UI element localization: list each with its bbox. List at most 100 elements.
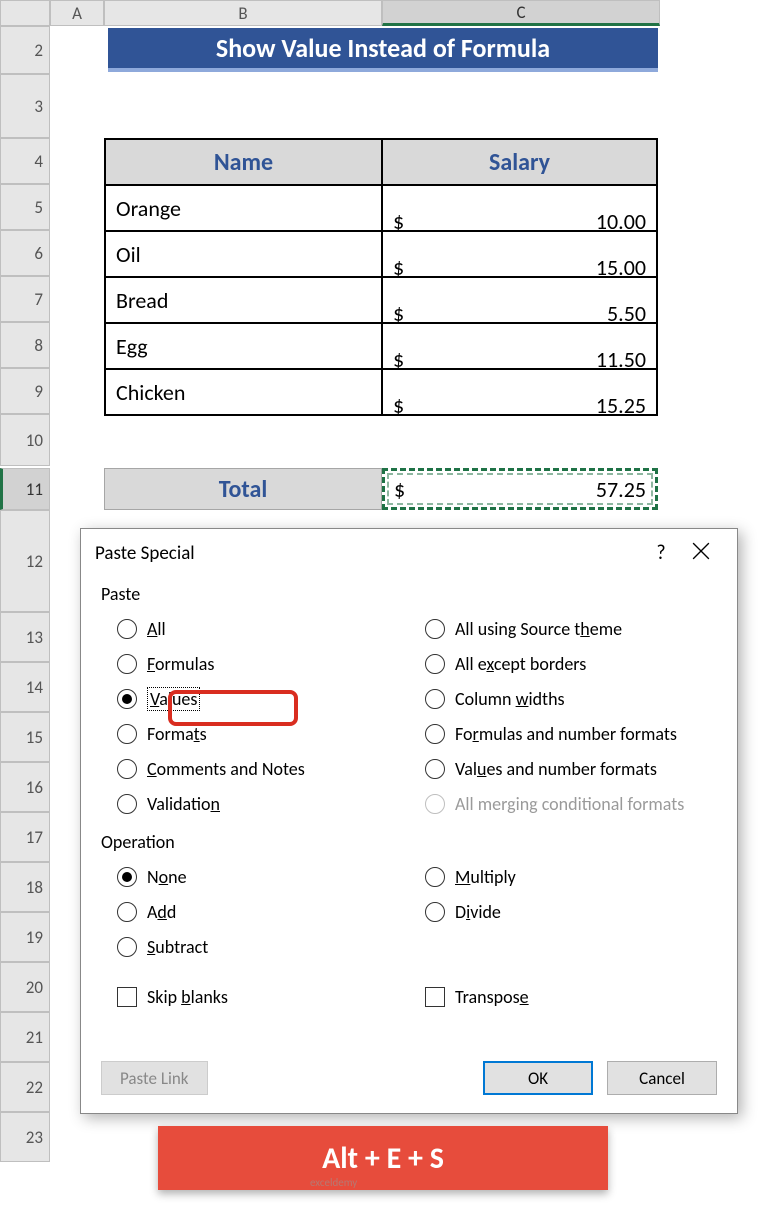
checkbox-icon	[425, 987, 445, 1007]
radio-label: Comments and Notes	[147, 758, 305, 780]
total-row: Total $ 57.25	[104, 468, 658, 510]
row-header[interactable]: 18	[0, 862, 50, 912]
cell-name[interactable]: Chicken	[105, 369, 382, 415]
dialog-titlebar[interactable]: Paste Special ?	[81, 529, 737, 577]
radio-icon	[425, 654, 445, 674]
radio-option[interactable]: Values	[101, 681, 409, 716]
operation-options-left: None AddSubtract	[101, 859, 409, 964]
radio-icon	[117, 902, 137, 922]
row-header[interactable]: 19	[0, 912, 50, 962]
col-header-c-selected[interactable]: C	[382, 0, 660, 26]
radio-icon	[425, 867, 445, 887]
cell-salary[interactable]: $15.25	[382, 369, 657, 415]
cell-salary[interactable]: $10.00	[382, 185, 657, 231]
operation-group-label: Operation	[101, 831, 717, 853]
title-banner: Show Value Instead of Formula	[108, 28, 658, 72]
paste-link-button[interactable]: Paste Link	[101, 1061, 208, 1095]
radio-icon	[425, 759, 445, 779]
row-header[interactable]: 5	[0, 184, 50, 230]
radio-label: Divide	[455, 901, 501, 923]
row-header[interactable]: 23	[0, 1112, 50, 1162]
cell-name[interactable]: Oil	[105, 231, 382, 277]
operation-options-right: Multiply Divide	[409, 859, 717, 964]
row-header[interactable]: 13	[0, 612, 50, 662]
radio-label: Formulas	[147, 653, 214, 675]
row-header[interactable]: 4	[0, 138, 50, 184]
checkbox-icon	[117, 987, 137, 1007]
cell-name[interactable]: Bread	[105, 277, 382, 323]
radio-option[interactable]: Values and number formats	[409, 751, 717, 786]
row-header[interactable]: 20	[0, 962, 50, 1012]
row-header[interactable]: 8	[0, 322, 50, 368]
radio-label: All except borders	[455, 653, 586, 675]
radio-icon	[117, 654, 137, 674]
radio-label: Multiply	[455, 866, 516, 888]
row-headers: 2 3 4 5 6 7 8 9 10	[0, 26, 50, 466]
radio-option[interactable]: Comments and Notes	[101, 751, 409, 786]
radio-icon	[425, 619, 445, 639]
radio-label: All using Source theme	[455, 618, 622, 640]
total-label[interactable]: Total	[104, 468, 382, 510]
radio-label: Values and number formats	[455, 758, 657, 780]
row-header[interactable]: 12	[0, 510, 50, 612]
row-header[interactable]: 14	[0, 662, 50, 712]
radio-option[interactable]: Multiply	[409, 859, 717, 894]
row-header[interactable]: 6	[0, 230, 50, 276]
paste-group-label: Paste	[101, 583, 717, 605]
header-name[interactable]: Name	[105, 139, 382, 185]
radio-option[interactable]: Formulas	[101, 646, 409, 681]
radio-label: None	[147, 866, 187, 888]
cell-salary[interactable]: $11.50	[382, 323, 657, 369]
cell-name[interactable]: Orange	[105, 185, 382, 231]
radio-option[interactable]: Formats	[101, 716, 409, 751]
keyboard-shortcut-banner: Alt + E + S	[158, 1126, 608, 1190]
cell-salary[interactable]: $15.00	[382, 231, 657, 277]
radio-icon	[117, 867, 137, 887]
row-header[interactable]: 7	[0, 276, 50, 322]
radio-option[interactable]: None	[101, 859, 409, 894]
col-header-b[interactable]: B	[104, 0, 382, 26]
header-salary[interactable]: Salary	[382, 139, 657, 185]
col-header-a[interactable]: A	[50, 0, 104, 26]
ok-button[interactable]: OK	[483, 1061, 593, 1095]
radio-option[interactable]: Divide	[409, 894, 717, 929]
radio-option[interactable]: Validation	[101, 786, 409, 821]
row-header-selected[interactable]: 11	[0, 468, 50, 510]
row-header[interactable]: 16	[0, 762, 50, 812]
close-icon	[692, 542, 710, 560]
total-value-cell[interactable]: $ 57.25	[382, 468, 658, 510]
radio-label: Column widths	[455, 688, 565, 710]
radio-label: Formats	[147, 723, 207, 745]
radio-option[interactable]: Formulas and number formats	[409, 716, 717, 751]
skip-blanks-checkbox[interactable]: Skip blanks	[101, 986, 409, 1008]
radio-icon	[117, 794, 137, 814]
radio-label: Formulas and number formats	[455, 723, 677, 745]
row-headers-lower: 12 13 14 15 16 17 18 19 20 21 22 23	[0, 510, 50, 1162]
row-header[interactable]: 3	[0, 74, 50, 138]
radio-option[interactable]: All except borders	[409, 646, 717, 681]
cancel-button[interactable]: Cancel	[607, 1061, 717, 1095]
row-header[interactable]: 15	[0, 712, 50, 762]
row-header[interactable]: 10	[0, 414, 50, 466]
transpose-checkbox[interactable]: Transpose	[409, 986, 717, 1008]
radio-option[interactable]: All using Source theme	[409, 611, 717, 646]
data-table: Name Salary Orange$10.00 Oil$15.00 Bread…	[104, 138, 658, 416]
row-header[interactable]: 21	[0, 1012, 50, 1062]
row-header[interactable]: 22	[0, 1062, 50, 1112]
radio-option[interactable]: All	[101, 611, 409, 646]
close-button[interactable]	[679, 542, 723, 565]
radio-option[interactable]: Subtract	[101, 929, 409, 964]
radio-icon	[117, 619, 137, 639]
cell-name[interactable]: Egg	[105, 323, 382, 369]
row-header[interactable]: 9	[0, 368, 50, 414]
corner-cell[interactable]	[0, 0, 50, 26]
radio-option[interactable]: Add	[101, 894, 409, 929]
row-header[interactable]: 17	[0, 812, 50, 862]
radio-option[interactable]: Column widths	[409, 681, 717, 716]
help-button[interactable]: ?	[643, 541, 679, 565]
row-header[interactable]: 2	[0, 26, 50, 74]
radio-label: Values	[147, 687, 200, 711]
radio-option: All merging conditional formats	[409, 786, 717, 821]
cell-salary[interactable]: $5.50	[382, 277, 657, 323]
radio-icon	[117, 689, 137, 709]
